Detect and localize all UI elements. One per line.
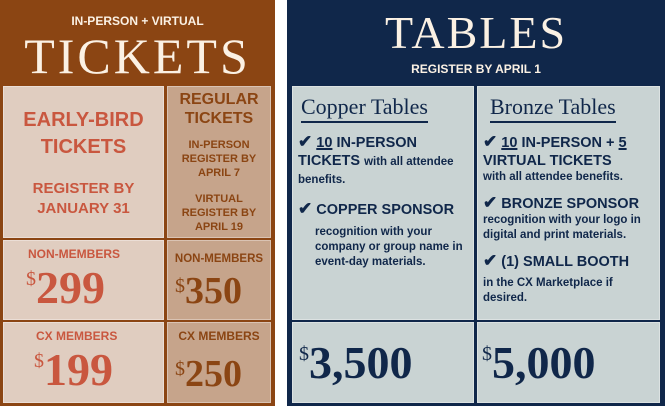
check-icon: ✔ [298, 132, 313, 151]
dollar-sign: $ [482, 343, 492, 365]
dollar-sign: $ [175, 358, 185, 380]
regular-virtual-deadline: VIRTUAL REGISTER BY APRIL 19 [181, 193, 257, 233]
tables-title: TABLES [384, 7, 568, 58]
dollar-sign: $ [26, 268, 36, 290]
bronze-price: 5,000 [492, 337, 596, 388]
copper-price-box: $3,500 [292, 322, 474, 403]
price: $250 [175, 355, 242, 393]
label: CX MEMBERS [178, 329, 260, 343]
item-detail: in the CX Marketplace if desired. [483, 277, 613, 304]
regular-heading: REGULAR TICKETS [179, 91, 259, 127]
dollar-sign: $ [299, 343, 309, 365]
regular-members-price: 250 [185, 353, 242, 395]
early-bird-non-members: NON-MEMBERS $299 [3, 240, 164, 320]
price: $299 [26, 265, 105, 311]
price: $199 [34, 347, 113, 393]
item-title: (1) SMALL BOOTH [501, 254, 630, 270]
label: NON-MEMBERS [28, 247, 120, 261]
regular-panel: REGULAR TICKETS IN-PERSON REGISTER BY AP… [167, 86, 271, 238]
tables-panel: TABLES REGISTER BY APRIL 1 Copper Tables… [287, 0, 665, 406]
copper-price: 3,500 [309, 337, 413, 388]
item-title: IN-PERSON + [521, 135, 615, 151]
early-bird-panel: EARLY-BIRD TICKETS REGISTER BY JANUARY 3… [3, 86, 164, 238]
regular-non-members: NON-MEMBERS $350 [167, 240, 271, 320]
price: $3,500 [299, 340, 413, 386]
tickets-kicker: IN-PERSON + VIRTUAL [71, 14, 204, 28]
tables-subtitle: REGISTER BY APRIL 1 [411, 62, 541, 76]
tickets-title: TICKETS [24, 28, 251, 84]
copper-tables-panel: Copper Tables ✔ 10 IN-PERSON TICKETS wit… [292, 86, 474, 320]
early-bird-heading: EARLY-BIRD TICKETS [23, 109, 144, 158]
dollar-sign: $ [175, 275, 185, 297]
early-bird-members-price: 199 [44, 344, 113, 395]
item-detail: recognition with your logo in digital an… [483, 214, 641, 241]
early-bird-deadline: REGISTER BY JANUARY 31 [32, 180, 135, 217]
early-bird-members: CX MEMBERS $199 [3, 322, 164, 403]
regular-non-members-price: 350 [185, 270, 242, 312]
label: CX MEMBERS [36, 329, 118, 343]
ticket-count: 10 [316, 135, 333, 151]
check-icon: ✔ [483, 193, 498, 212]
price: $5,000 [482, 340, 596, 386]
price: $350 [175, 272, 242, 310]
item-detail: recognition with your company or group n… [315, 226, 463, 268]
item-title: BRONZE SPONSOR [501, 196, 640, 212]
ticket-count: 10 [501, 135, 518, 151]
item-detail: with all attendee benefits. [483, 171, 623, 183]
check-icon: ✔ [298, 199, 313, 218]
bronze-tables-panel: Bronze Tables ✔ 10 IN-PERSON + 5 VIRTUAL… [477, 86, 660, 320]
item-detail: with all attendee benefits. [298, 156, 454, 186]
bronze-price-box: $5,000 [477, 322, 660, 403]
item-title: VIRTUAL TICKETS [483, 153, 612, 169]
item-title: IN-PERSON TICKETS [298, 135, 418, 169]
check-icon: ✔ [483, 251, 498, 270]
regular-members: CX MEMBERS $250 [167, 322, 271, 403]
regular-in-person-deadline: IN-PERSON REGISTER BY APRIL 7 [181, 139, 257, 179]
virtual-count: 5 [618, 135, 627, 151]
dollar-sign: $ [34, 350, 44, 372]
copper-tables-name: Copper Tables [301, 93, 428, 123]
item-title: COPPER SPONSOR [316, 202, 455, 218]
tickets-panel: IN-PERSON + VIRTUAL TICKETS EARLY-BIRD T… [0, 0, 275, 406]
check-icon: ✔ [483, 132, 498, 151]
early-bird-non-members-price: 299 [36, 262, 105, 313]
bronze-tables-name: Bronze Tables [490, 93, 616, 123]
label: NON-MEMBERS [174, 253, 264, 265]
